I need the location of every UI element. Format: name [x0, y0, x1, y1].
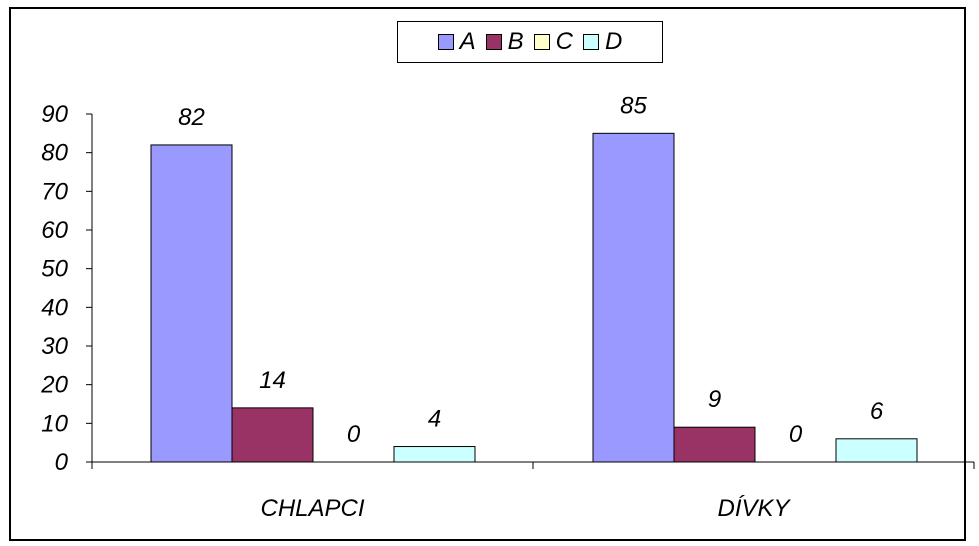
legend-swatch: [533, 34, 550, 50]
y-tick-label: 80: [41, 140, 68, 167]
bar-a: [592, 132, 675, 463]
legend-swatch: [485, 34, 502, 50]
bar-d: [393, 446, 476, 463]
legend-label: A: [459, 28, 476, 55]
bar-b: [673, 426, 756, 463]
data-label: 6: [870, 398, 884, 425]
legend-item-d: D: [583, 30, 622, 54]
legend-swatch: [583, 34, 600, 50]
data-label: 85: [620, 92, 647, 119]
data-label: 82: [178, 104, 205, 131]
y-tick-label: 70: [41, 178, 68, 205]
data-label: 4: [428, 406, 441, 433]
data-label: 0: [789, 421, 803, 448]
legend-label: B: [507, 28, 524, 55]
legend-item-c: C: [533, 28, 574, 55]
legend-swatch: [437, 34, 454, 50]
bar-d: [835, 438, 918, 463]
legend-label: C: [555, 28, 574, 55]
y-tick-label: 50: [41, 256, 68, 283]
y-tick-label: 40: [41, 294, 68, 321]
legend-label: D: [605, 28, 623, 55]
legend: A B C D: [397, 21, 663, 63]
y-tick-label: 60: [41, 217, 68, 244]
data-label: 14: [259, 367, 286, 394]
bar-b: [231, 407, 314, 463]
x-category-label: CHLAPCI: [260, 495, 364, 522]
data-label: 0: [347, 421, 361, 448]
y-tick-label: 10: [41, 410, 68, 437]
x-category-label: DÍVKY: [717, 495, 791, 522]
legend-item-b: B: [485, 28, 524, 55]
data-labels: 82 14 0 4 85 9 0 6: [178, 92, 884, 448]
data-label: 9: [708, 386, 721, 413]
legend-item-a: A: [437, 28, 476, 55]
y-tick-label: 90: [41, 101, 68, 128]
y-tick-label: 20: [40, 372, 68, 399]
bars: [150, 132, 918, 463]
bar-a: [150, 144, 233, 463]
y-tick-label: 0: [55, 449, 69, 476]
y-tick-label: 30: [41, 333, 68, 360]
